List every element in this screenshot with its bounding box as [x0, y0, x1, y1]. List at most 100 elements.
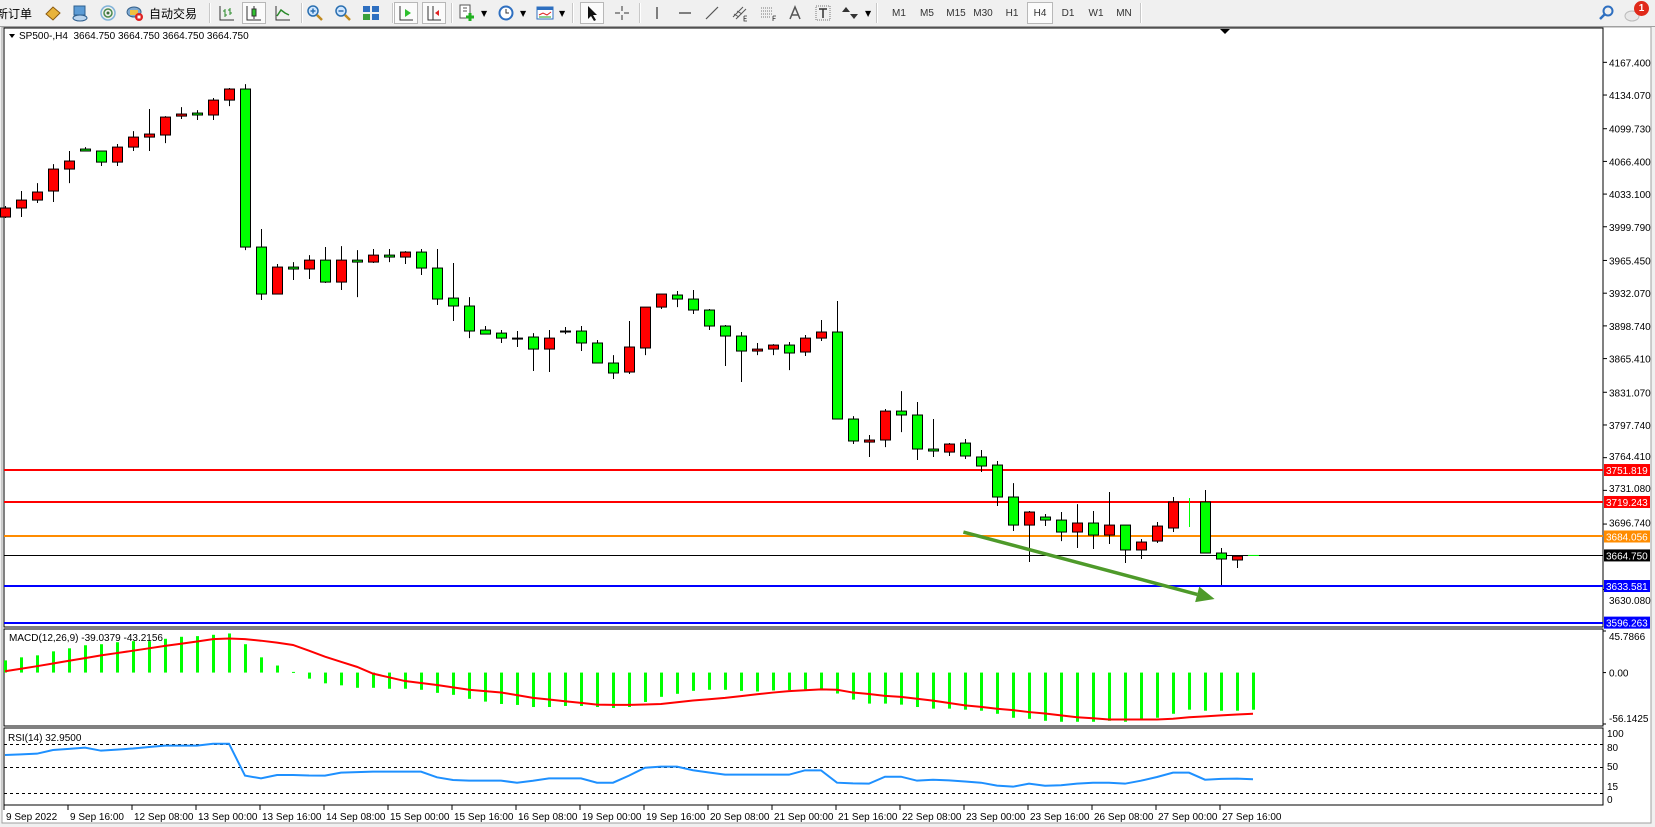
arrows-dropdown-icon[interactable]: ▼: [865, 9, 872, 18]
templates-dropdown-icon[interactable]: ▼: [559, 9, 566, 18]
price-tick-label: 4099.730: [1609, 125, 1651, 136]
zoom-out-button[interactable]: [331, 2, 355, 24]
chart-shift-button[interactable]: [422, 2, 446, 24]
macd-histogram-bar: [628, 672, 631, 708]
macd-histogram-bar: [916, 672, 919, 708]
timeframe-mn[interactable]: MN: [1116, 7, 1132, 19]
equidistant-channel-button[interactable]: [728, 2, 752, 24]
notifications-button[interactable]: 1: [1622, 1, 1652, 24]
candle-body: [1056, 519, 1067, 533]
candle-body: [928, 448, 939, 452]
candle-body: [896, 410, 907, 416]
horizontal-lines: [4, 469, 1603, 624]
chart-shift-marker-icon[interactable]: [1220, 29, 1230, 34]
candle: [1072, 504, 1083, 549]
candlestick-chart-button[interactable]: [242, 2, 266, 24]
trend-arrow[interactable]: [962, 530, 1215, 603]
price-tick-label: 3865.410: [1609, 355, 1651, 366]
auto-trading-label[interactable]: 自动交易: [149, 7, 198, 21]
toolbar-separator: [876, 3, 878, 23]
macd-histogram-bar: [532, 672, 535, 708]
macd-histogram-bar: [180, 636, 183, 673]
tile-windows-button[interactable]: [359, 2, 383, 24]
candle: [240, 84, 251, 251]
candle: [1088, 511, 1099, 550]
fibonacci-button[interactable]: [756, 2, 780, 24]
candle-body: [688, 298, 699, 311]
fibonacci-icon: [761, 7, 776, 21]
candle: [32, 183, 43, 204]
timeframe-m5[interactable]: M5: [920, 7, 934, 19]
rsi-axis-label: 80: [1607, 743, 1619, 754]
symbol-menu-triangle-icon[interactable]: [9, 34, 15, 38]
periods-button[interactable]: [494, 2, 518, 24]
new-order-button[interactable]: 新订单: [0, 7, 33, 21]
candle: [736, 332, 747, 383]
periods-dropdown-icon[interactable]: ▼: [520, 9, 527, 18]
price-tick-label: 3797.740: [1609, 421, 1651, 432]
candle: [48, 164, 59, 203]
indicators-dropdown-icon[interactable]: ▼: [481, 9, 488, 18]
candle: [784, 342, 795, 371]
macd-histogram-bar: [148, 641, 151, 673]
arrows-button[interactable]: [838, 2, 862, 24]
trendline-button[interactable]: [700, 2, 724, 24]
arrow-head-icon[interactable]: [1195, 586, 1215, 603]
signals-button[interactable]: [96, 2, 120, 24]
macd-histogram-bar: [116, 642, 119, 673]
macd-axis-label: -56.1425: [1609, 714, 1649, 725]
chart-header: SP500-,H4 3664.750 3664.750 3664.750 366…: [19, 31, 249, 42]
timeframe-m30[interactable]: M30: [973, 7, 993, 19]
macd-histogram-bar: [852, 672, 855, 700]
macd-histogram-bar: [1060, 672, 1063, 722]
timeframe-h1[interactable]: H1: [1005, 7, 1019, 19]
auto-trading-button[interactable]: [123, 2, 147, 24]
cursor-button[interactable]: [580, 2, 604, 24]
timeframe-h4[interactable]: H4: [1027, 2, 1053, 24]
candle: [448, 263, 459, 322]
templates-button[interactable]: [533, 2, 557, 24]
arrow-shaft[interactable]: [962, 530, 1198, 597]
timeframe-m15[interactable]: M15: [946, 7, 966, 19]
candle: [800, 335, 811, 357]
indicators-button[interactable]: [455, 2, 479, 24]
candle: [1008, 483, 1019, 532]
candle-body: [832, 331, 843, 420]
vertical-line-button[interactable]: [645, 2, 669, 24]
candle: [1056, 512, 1067, 542]
zoom-in-button[interactable]: [303, 2, 327, 24]
candle-body: [384, 254, 395, 258]
candle: [1232, 554, 1243, 569]
text-button[interactable]: [783, 2, 807, 24]
line-chart-button[interactable]: [271, 2, 295, 24]
navigator-button[interactable]: [68, 2, 92, 24]
macd-histogram-bar: [20, 657, 23, 673]
macd-histogram-bar: [1156, 672, 1159, 718]
search-button[interactable]: [1595, 2, 1619, 24]
timeframe-d1[interactable]: D1: [1061, 7, 1075, 19]
timeframe-m1[interactable]: M1: [892, 7, 906, 19]
candle: [1200, 490, 1211, 554]
bar-chart-button[interactable]: [215, 2, 239, 24]
auto-scroll-button[interactable]: [394, 2, 418, 24]
text-label-button[interactable]: [811, 2, 835, 24]
macd-histogram-bar: [740, 672, 743, 691]
horizontal-line-button[interactable]: [673, 2, 697, 24]
candle: [672, 291, 683, 308]
candle: [656, 293, 667, 310]
market-watch-button[interactable]: [41, 2, 65, 24]
crosshair-icon: [615, 6, 629, 20]
macd-histogram-bar: [244, 644, 247, 673]
macd-histogram-bar: [676, 672, 679, 694]
macd-histogram-bar: [644, 672, 647, 702]
candle: [608, 355, 619, 380]
price-tick-label: 3696.740: [1609, 518, 1651, 529]
price-tick-label: 3898.740: [1609, 322, 1651, 333]
timeframe-w1[interactable]: W1: [1088, 7, 1104, 19]
rsi-panel: [3, 727, 1604, 806]
candle: [992, 461, 1003, 507]
candle: [1216, 548, 1227, 586]
crosshair-button[interactable]: [610, 2, 634, 24]
time-tick-label: 26 Sep 08:00: [1094, 812, 1154, 823]
